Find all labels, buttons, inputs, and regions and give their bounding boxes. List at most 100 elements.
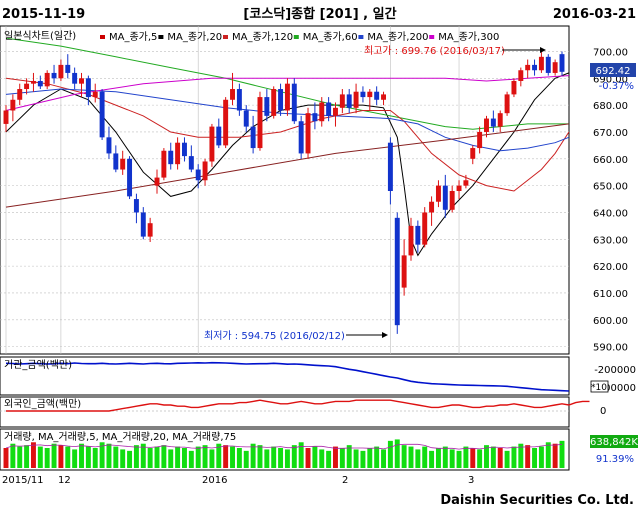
ma-line-ma_long xyxy=(5,123,569,208)
candle-body xyxy=(202,161,208,181)
volume-bar xyxy=(58,445,64,468)
price-tick-label: 600.00 xyxy=(593,316,628,327)
candle-body xyxy=(408,225,414,256)
candle-body xyxy=(497,113,503,127)
candle-body xyxy=(394,217,400,326)
volume-bar xyxy=(346,445,352,468)
volume-bar xyxy=(319,449,325,468)
candle-body xyxy=(291,83,297,122)
volume-bar xyxy=(72,449,78,468)
candle-body xyxy=(339,94,345,108)
volume-bar xyxy=(504,450,510,468)
volume-bar xyxy=(10,443,16,468)
candle-body xyxy=(257,97,263,149)
candle-body xyxy=(65,64,71,73)
volume-bar xyxy=(209,449,215,468)
foreign-amount-line xyxy=(6,399,590,412)
legend-entry: MA_종가,120 xyxy=(232,31,293,43)
volume-bar xyxy=(106,443,112,468)
volume-bar xyxy=(298,442,304,468)
volume-bar xyxy=(429,450,435,468)
candle-body xyxy=(552,62,558,73)
candle-body xyxy=(264,97,270,116)
candle-body xyxy=(333,107,338,116)
volume-bar xyxy=(147,448,153,468)
volume-bar xyxy=(518,443,524,468)
foreign-panel-frame xyxy=(0,396,570,428)
candle-body xyxy=(30,80,36,84)
volume-bar xyxy=(181,448,187,468)
volume-bar xyxy=(353,449,359,468)
candle-body xyxy=(17,89,23,100)
volume-bar xyxy=(470,448,476,468)
volume-bar xyxy=(333,446,338,468)
volume-bar xyxy=(545,442,551,468)
candle-body xyxy=(3,110,9,124)
legend-entry: MA_종가,60 xyxy=(303,31,358,43)
volume-bar xyxy=(511,446,517,468)
volume-bar xyxy=(456,450,462,468)
price-change-percent: -0.37% xyxy=(599,81,634,92)
price-tick-label: 620.00 xyxy=(593,262,628,273)
candle-body xyxy=(532,64,538,71)
volume-bar xyxy=(490,446,496,468)
header-end-date: 2016-03-21 xyxy=(552,7,636,22)
candle-body xyxy=(538,56,544,71)
price-tick-label: 610.00 xyxy=(593,289,628,300)
candle-body xyxy=(37,80,43,87)
candle-body xyxy=(72,72,78,84)
candle-body xyxy=(147,223,153,237)
candle-body xyxy=(58,64,64,79)
volume-bar xyxy=(532,448,538,468)
legend-swatch xyxy=(358,35,364,39)
candle-body xyxy=(353,91,359,108)
volume-bar xyxy=(154,446,160,468)
candle-body xyxy=(236,89,242,111)
volume-bar xyxy=(250,443,256,468)
volume-bar xyxy=(367,448,373,468)
candle-body xyxy=(504,94,510,114)
volume-bar xyxy=(161,445,167,468)
candle-body xyxy=(463,180,469,186)
candle-body xyxy=(175,142,181,165)
candle-body xyxy=(79,78,84,84)
candle-body xyxy=(106,137,112,154)
volume-bar xyxy=(223,445,229,468)
candlestick-series xyxy=(3,51,565,334)
volume-bar xyxy=(291,445,297,468)
volume-bar xyxy=(326,450,332,468)
candle-body xyxy=(44,72,50,87)
volume-bar xyxy=(484,445,489,468)
institution-amount-line xyxy=(5,361,569,392)
volume-bar xyxy=(51,443,57,468)
volume-bar xyxy=(449,449,455,468)
price-tick-label: 670.00 xyxy=(593,128,628,139)
candle-body xyxy=(312,113,318,122)
candle-body xyxy=(271,89,277,116)
volume-bar xyxy=(133,445,139,468)
legend-swatch xyxy=(293,35,299,39)
legend-entry: MA_종가,20 xyxy=(167,31,222,43)
volume-bar xyxy=(202,445,208,468)
candle-body xyxy=(113,153,119,170)
price-tick-label: 640.00 xyxy=(593,208,628,219)
candle-body xyxy=(92,91,98,98)
volume-bar xyxy=(381,449,387,468)
volume-bar xyxy=(394,439,400,468)
candle-body xyxy=(435,185,441,202)
high-annotation: 최고가 : 699.76 (2016/03/17) xyxy=(364,45,505,57)
low-annotation: 최저가 : 594.75 (2016/02/12) xyxy=(204,330,345,342)
candle-body xyxy=(278,89,284,111)
volume-bar xyxy=(278,448,284,468)
volume-bar xyxy=(92,448,98,468)
candle-body xyxy=(326,102,332,116)
volume-bar xyxy=(339,448,345,468)
institution-tick-top: -200000 xyxy=(594,365,636,376)
candle-body xyxy=(243,110,249,127)
volume-bar xyxy=(284,449,290,468)
candle-body xyxy=(545,56,551,73)
price-tick-label: 660.00 xyxy=(593,155,628,166)
volume-bar xyxy=(305,448,311,468)
candle-body xyxy=(154,177,160,186)
